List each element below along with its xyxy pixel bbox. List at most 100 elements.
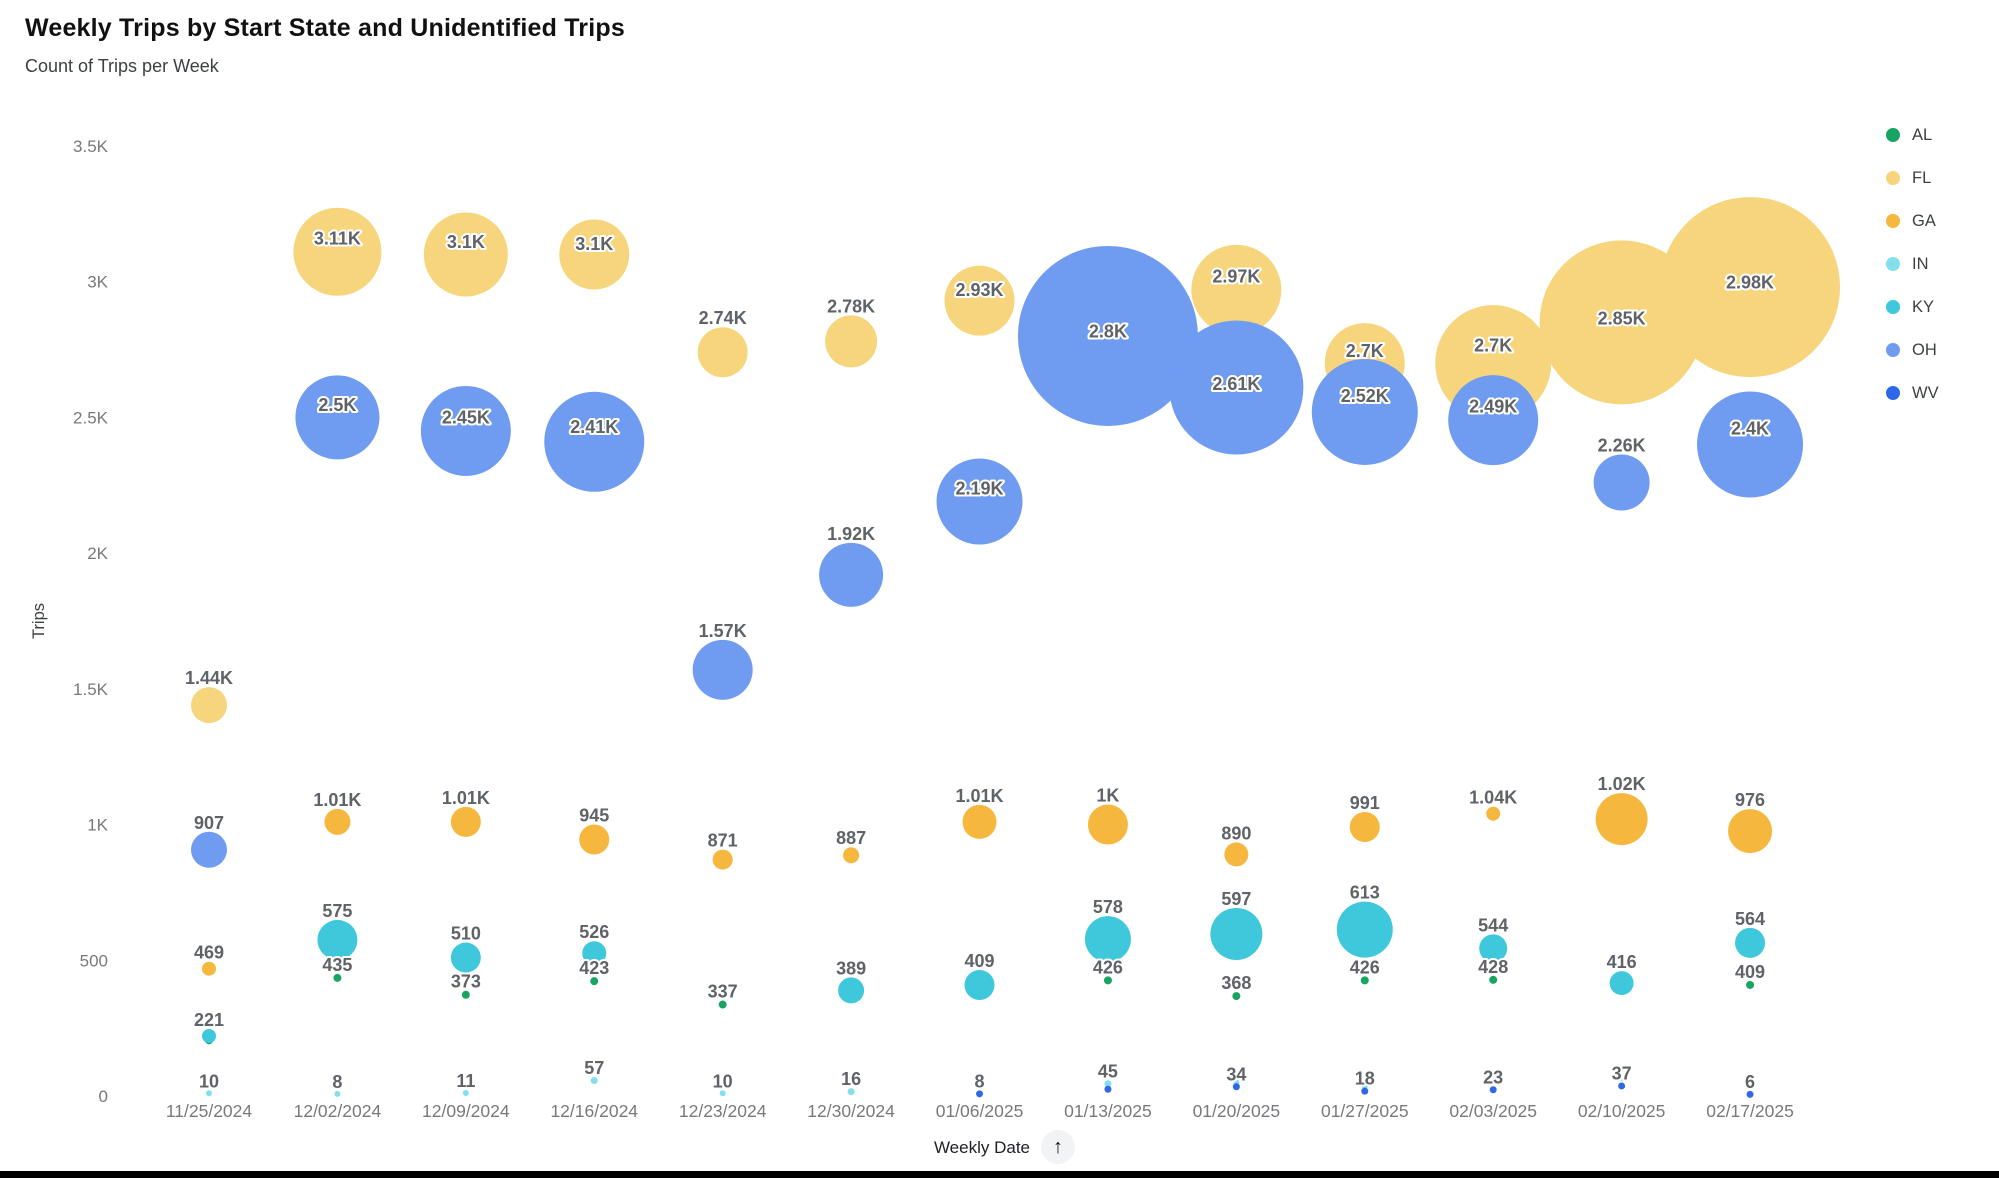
bubble-label-ky-w6: 409 <box>964 951 994 971</box>
bubble-wv-w8[interactable] <box>1232 1083 1240 1091</box>
bubble-label-fl-w3: 3.1K <box>575 234 613 254</box>
bubble-ga-w11[interactable] <box>1595 793 1648 846</box>
bubble-label-al-w3: 423 <box>579 958 609 978</box>
bubble-ky-w0[interactable] <box>202 1029 216 1044</box>
bubble-label-oh-w5: 1.92K <box>827 524 875 544</box>
bubble-ga-w1[interactable] <box>324 808 351 835</box>
x-axis-tick: 01/27/2025 <box>1321 1101 1409 1121</box>
bubble-ky-w9[interactable] <box>1336 901 1393 958</box>
bubble-fl-w3[interactable] <box>559 219 630 290</box>
bubble-fl-w5[interactable] <box>825 315 878 368</box>
bubble-ky-w3[interactable] <box>582 941 607 966</box>
bubble-in-w3[interactable] <box>590 1077 598 1085</box>
bubble-oh-w1[interactable] <box>295 375 380 460</box>
bubble-al-w3[interactable] <box>590 977 599 986</box>
bubble-al-w9[interactable] <box>1360 976 1369 985</box>
bubble-al-w12[interactable] <box>1746 980 1755 989</box>
bubble-ky-w5[interactable] <box>838 977 865 1004</box>
bubble-wv-w6[interactable] <box>976 1090 984 1098</box>
bubble-ga-w0[interactable] <box>202 961 216 976</box>
bubble-label-oh-w6: 2.19K <box>955 479 1003 499</box>
bubble-ky-w10[interactable] <box>1479 934 1508 963</box>
legend-item-in[interactable]: IN <box>1886 255 1939 273</box>
bubble-oh-w10[interactable] <box>1448 375 1539 466</box>
bubble-wv-w10[interactable] <box>1489 1086 1497 1094</box>
bubble-ga-w2[interactable] <box>450 806 481 837</box>
bubble-ky-w6[interactable] <box>964 969 995 1000</box>
x-axis-tick: 01/20/2025 <box>1193 1101 1281 1121</box>
bubble-label-ga-w6: 1.01K <box>955 786 1003 806</box>
bubble-in-w11[interactable] <box>1618 1075 1625 1082</box>
legend-item-ky[interactable]: KY <box>1886 298 1939 316</box>
bubble-oh-w8[interactable] <box>1169 320 1304 455</box>
bubble-ky-w11[interactable] <box>1609 971 1634 996</box>
bubble-oh-w2[interactable] <box>420 385 511 476</box>
bubble-ga-w5[interactable] <box>843 847 860 864</box>
bubble-in-w12[interactable] <box>1747 1076 1754 1083</box>
legend-label: AL <box>1912 125 1933 144</box>
bubble-oh-w0[interactable] <box>191 831 227 868</box>
legend-item-oh[interactable]: OH <box>1886 341 1939 359</box>
bubble-oh-w12[interactable] <box>1697 391 1804 498</box>
bubble-al-w1[interactable] <box>333 973 342 982</box>
bubble-oh-w6[interactable] <box>936 458 1023 545</box>
bubble-fl-w8[interactable] <box>1191 244 1282 335</box>
bubble-ky-w12[interactable] <box>1735 927 1766 958</box>
bubble-oh-w4[interactable] <box>692 639 753 700</box>
bubble-label-ga-w9: 991 <box>1350 793 1380 813</box>
bubble-ga-w7[interactable] <box>1087 804 1128 845</box>
bubble-al-w4[interactable] <box>718 1000 727 1009</box>
bubble-oh-w7[interactable] <box>1017 245 1198 426</box>
bubble-fl-w4[interactable] <box>697 327 748 378</box>
bubble-wv-w12[interactable] <box>1746 1090 1754 1098</box>
bubble-oh-w9[interactable] <box>1311 358 1418 465</box>
bubble-wv-w11[interactable] <box>1618 1082 1626 1090</box>
bubble-label-oh-w9: 2.52K <box>1341 386 1389 406</box>
bubble-label-ky-w1: 575 <box>322 901 352 921</box>
bubble-in-w4[interactable] <box>719 1090 726 1097</box>
bubble-oh-w3[interactable] <box>544 391 645 492</box>
bubble-in-w2[interactable] <box>462 1090 469 1097</box>
legend-item-fl[interactable]: FL <box>1886 169 1939 187</box>
bubble-wv-w7[interactable] <box>1104 1085 1112 1093</box>
bubble-ky-w7[interactable] <box>1084 916 1131 963</box>
bubble-ga-w6[interactable] <box>962 804 997 839</box>
bubble-in-w0[interactable] <box>206 1090 212 1097</box>
bubble-fl-w6[interactable] <box>944 265 1015 336</box>
bubble-ga-w4[interactable] <box>712 849 733 870</box>
x-axis-tick: 02/10/2025 <box>1578 1101 1666 1121</box>
bubble-label-ky-w9: 613 <box>1350 883 1380 903</box>
sort-ascending-icon[interactable]: ↑ <box>1041 1130 1075 1164</box>
bubble-ga-w12[interactable] <box>1728 809 1773 854</box>
bubble-label-ga-w8: 890 <box>1221 823 1251 843</box>
legend-item-ga[interactable]: GA <box>1886 212 1939 230</box>
chart-legend: AL FL GA IN KY OH WV <box>1886 125 1939 428</box>
bubble-fl-w1[interactable] <box>293 207 382 296</box>
legend-item-al[interactable]: AL <box>1886 125 1939 144</box>
bubble-al-w7[interactable] <box>1103 976 1112 985</box>
bubble-oh-w11[interactable] <box>1593 454 1650 511</box>
bubble-in-w7[interactable] <box>1104 1080 1112 1088</box>
bubble-ga-w10[interactable] <box>1486 806 1501 821</box>
bubble-ga-w9[interactable] <box>1349 811 1380 842</box>
bubble-ga-w8[interactable] <box>1224 842 1249 867</box>
bubble-in-w1[interactable] <box>334 1090 341 1097</box>
bubble-fl-w12[interactable] <box>1660 197 1841 378</box>
bubble-fl-w0[interactable] <box>191 687 227 724</box>
bubble-al-w8[interactable] <box>1232 992 1241 1001</box>
bubble-ky-w8[interactable] <box>1210 907 1263 960</box>
legend-swatch-icon <box>1886 171 1900 185</box>
bubble-ga-w3[interactable] <box>579 824 610 855</box>
bubble-al-w10[interactable] <box>1489 975 1498 984</box>
bubble-fl-w2[interactable] <box>423 212 508 297</box>
bubble-label-fl-w6: 2.93K <box>955 280 1003 300</box>
bubble-al-w2[interactable] <box>461 990 470 999</box>
bubble-in-w5[interactable] <box>847 1088 855 1096</box>
bubble-wv-w9[interactable] <box>1361 1087 1369 1095</box>
bubble-ky-w1[interactable] <box>317 919 358 960</box>
bubble-label-ga-w12: 976 <box>1735 790 1765 810</box>
bubble-ky-w2[interactable] <box>450 942 481 973</box>
legend-item-wv[interactable]: WV <box>1886 384 1939 402</box>
bubble-oh-w5[interactable] <box>819 542 884 607</box>
